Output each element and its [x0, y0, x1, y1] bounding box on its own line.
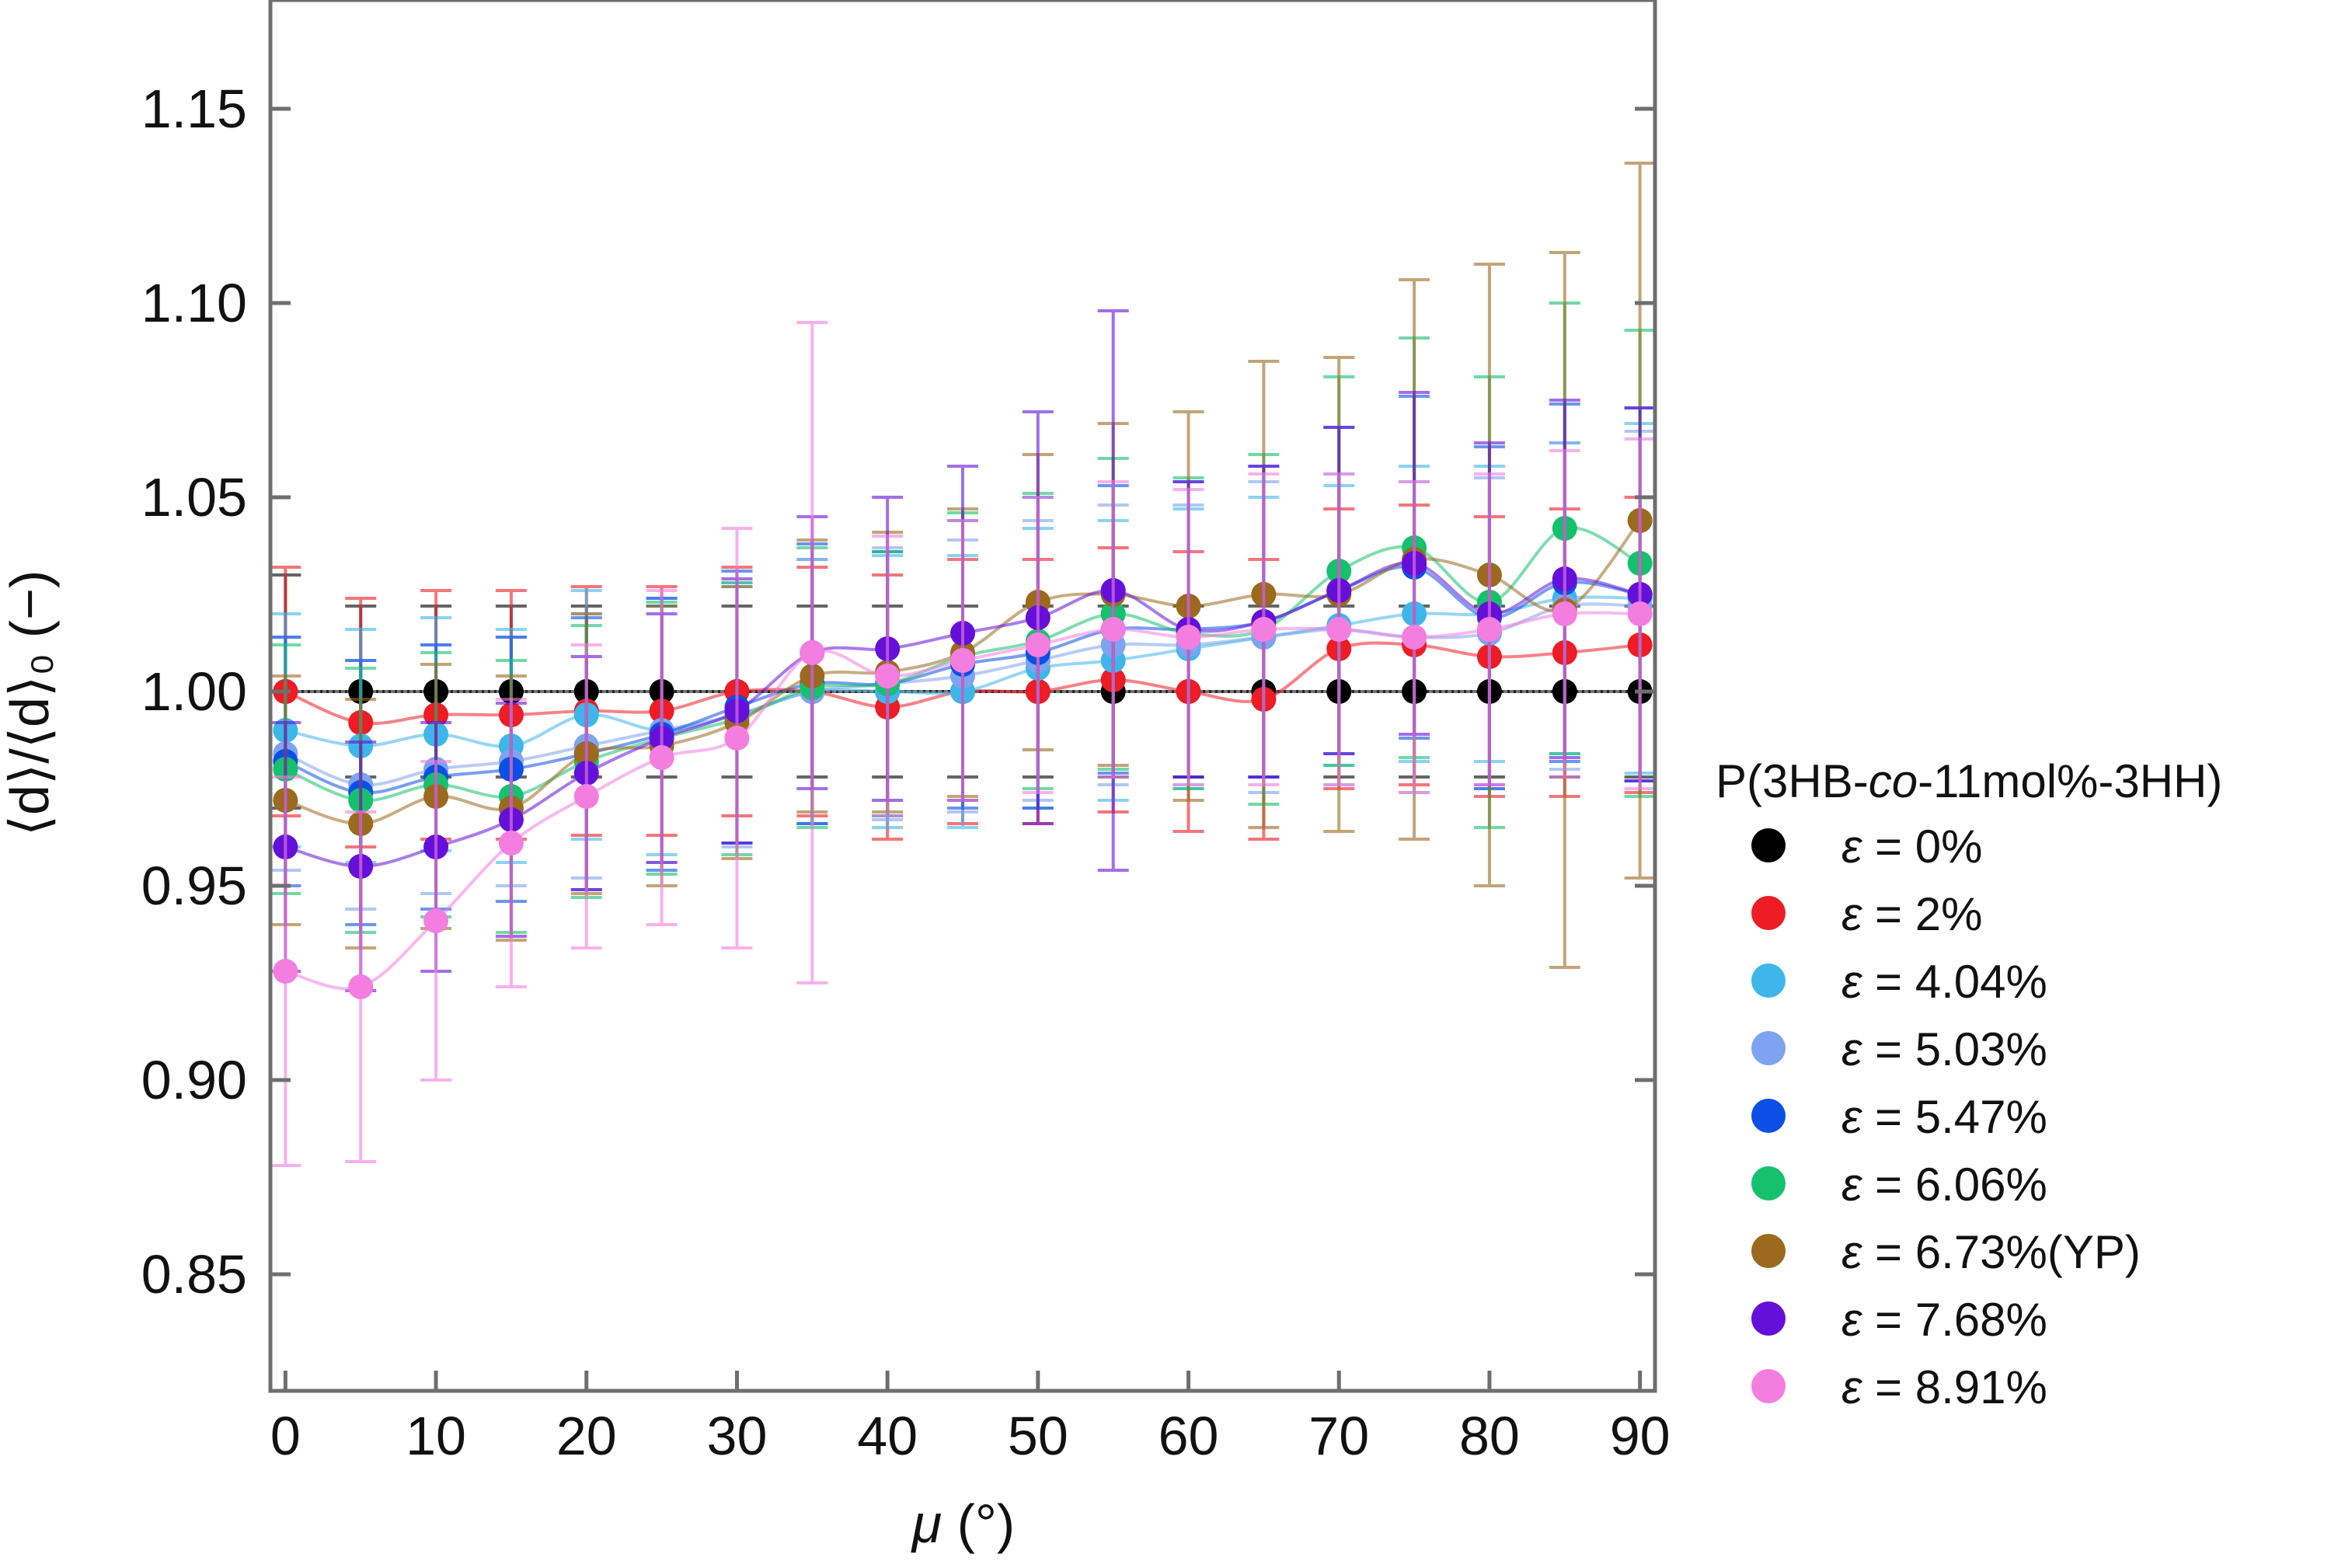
data-point	[423, 908, 449, 933]
legend-marker	[1751, 1031, 1786, 1065]
plot-frame	[268, 0, 1657, 1393]
x-axis-title-symbol: μ	[911, 1493, 942, 1554]
legend-label: ε = 7.68%	[1841, 1294, 2047, 1346]
legend-item: ε = 5.03%	[1751, 1023, 2047, 1075]
legend-label: ε = 5.03%	[1841, 1023, 2047, 1075]
data-point	[1627, 601, 1653, 626]
data-point	[1476, 617, 1502, 642]
data-point	[724, 726, 750, 751]
legend-title: P(3HB-co-11mol%-3HH)	[1716, 755, 2222, 807]
x-tick-label: 30	[707, 1406, 768, 1466]
legend-epsilon: ε	[1841, 1091, 1875, 1143]
legend-item: ε = 8.91%	[1751, 1361, 2047, 1413]
y-tick-label: 0.85	[141, 1244, 247, 1305]
legend-label: ε = 8.91%	[1841, 1361, 2047, 1413]
legend-item: ε = 7.68%	[1751, 1294, 2047, 1346]
legend-epsilon: ε	[1841, 821, 1875, 873]
legend-value: = 5.03%	[1875, 1023, 2047, 1075]
plot-layer	[270, 162, 1656, 1167]
legend-marker	[1751, 1301, 1786, 1336]
legend-epsilon: ε	[1841, 956, 1875, 1008]
y-tick-label: 0.95	[141, 855, 247, 916]
x-axis-title-unit: (°)	[942, 1493, 1015, 1554]
legend-items: ε = 0%ε = 2%ε = 4.04%ε = 5.03%ε = 5.47%ε…	[1751, 821, 2141, 1413]
legend-value: = 5.47%	[1875, 1091, 2047, 1143]
legend-label: ε = 6.73%(YP)	[1841, 1226, 2141, 1278]
x-tick-label: 10	[406, 1406, 466, 1466]
legend-marker	[1751, 1234, 1786, 1268]
legend-label: ε = 5.47%	[1841, 1091, 2047, 1143]
legend: P(3HB-co-11mol%-3HH) ε = 0%ε = 2%ε = 4.0…	[1716, 755, 2222, 1413]
legend-value: = 8.91%	[1875, 1361, 2047, 1413]
legend-value: = 4.04%	[1875, 956, 2047, 1008]
legend-marker	[1751, 828, 1786, 862]
legend-label: ε = 6.06%	[1841, 1159, 2047, 1211]
series-9	[270, 321, 1656, 1167]
legend-item: ε = 4.04%	[1751, 956, 2047, 1008]
legend-epsilon: ε	[1841, 1023, 1875, 1075]
data-point	[1402, 625, 1427, 650]
y-tick-label: 1.00	[141, 661, 247, 722]
legend-marker	[1751, 896, 1786, 930]
legend-value: = 0%	[1875, 821, 1982, 873]
x-tick-label: 80	[1459, 1406, 1520, 1466]
legend-marker	[1751, 1369, 1786, 1403]
legend-epsilon: ε	[1841, 888, 1875, 940]
legend-value: = 7.68%	[1875, 1294, 2047, 1346]
data-point	[1025, 632, 1051, 657]
x-tick-label: 20	[556, 1406, 617, 1466]
data-point	[1552, 601, 1577, 626]
legend-marker	[1751, 1099, 1786, 1133]
data-point	[1100, 617, 1126, 642]
legend-epsilon: ε	[1841, 1294, 1875, 1346]
x-axis-title: μ (°)	[911, 1493, 1015, 1554]
legend-title-part-3: -11mol%-3HH)	[1918, 755, 2222, 807]
legend-value: = 6.73%(YP)	[1875, 1226, 2141, 1278]
y-axis-title: ⟨d⟩/⟨d⟩₀ (−)	[0, 570, 60, 837]
legend-item: ε = 6.06%	[1751, 1159, 2047, 1211]
data-point	[1251, 617, 1277, 642]
legend-epsilon: ε	[1841, 1159, 1875, 1211]
legend-item: ε = 5.47%	[1751, 1091, 2047, 1143]
data-point	[1176, 625, 1201, 650]
legend-title-part-1: P(3HB-	[1716, 755, 1869, 807]
legend-item: ε = 0%	[1751, 821, 1982, 873]
data-point	[573, 784, 599, 809]
axes-layer: 0.85 0.90 0.95 1.00 1.05 1.10 1.15 0 10 20 30 40 50 6…	[141, 0, 1671, 1466]
legend-marker	[1751, 963, 1786, 998]
legend-epsilon: ε	[1841, 1361, 1875, 1413]
x-tick-label: 50	[1008, 1406, 1068, 1466]
legend-label: ε = 2%	[1841, 888, 1982, 940]
data-point	[348, 974, 374, 999]
y-tick-label: 1.10	[141, 273, 247, 333]
legend-value: = 2%	[1875, 888, 1982, 940]
legend-value: = 6.06%	[1875, 1159, 2047, 1211]
legend-item: ε = 2%	[1751, 888, 1982, 940]
x-tick-label: 0	[270, 1406, 301, 1466]
x-tick-label: 70	[1308, 1406, 1369, 1466]
legend-marker	[1751, 1166, 1786, 1200]
data-point	[498, 831, 524, 855]
legend-label: ε = 4.04%	[1841, 956, 2047, 1008]
data-point	[1326, 617, 1352, 642]
legend-item: ε = 6.73%(YP)	[1751, 1226, 2141, 1278]
x-tick-label: 40	[857, 1406, 918, 1466]
data-point	[273, 959, 298, 984]
x-tick-label: 90	[1610, 1406, 1671, 1466]
data-point	[950, 648, 975, 673]
legend-label: ε = 0%	[1841, 821, 1982, 873]
legend-epsilon: ε	[1841, 1226, 1875, 1278]
y-tick-label: 1.15	[141, 78, 247, 139]
data-point	[800, 640, 825, 665]
legend-title-part-2: co	[1869, 755, 1918, 807]
y-tick-label: 1.05	[141, 467, 247, 528]
data-point	[875, 664, 901, 688]
data-point	[649, 745, 674, 770]
y-tick-label: 0.90	[141, 1050, 247, 1110]
x-tick-label: 60	[1159, 1406, 1219, 1466]
